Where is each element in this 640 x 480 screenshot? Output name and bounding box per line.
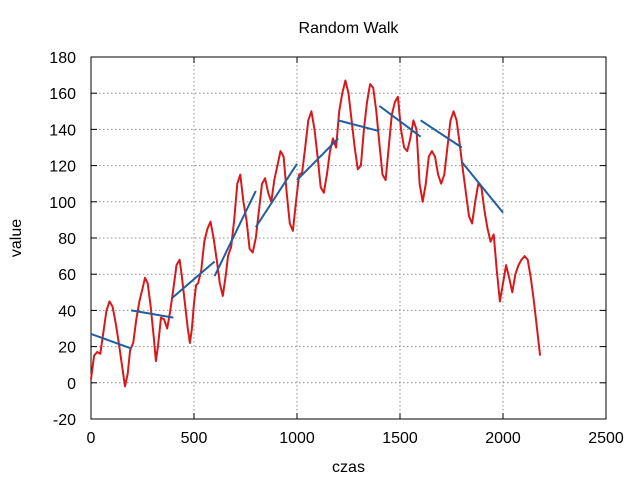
y-tick-label: 160: [49, 86, 76, 103]
ticks: 0 500 1000 1500 2000 2500 -20 0 20 40 60 80 100 120 14…: [49, 50, 624, 447]
y-tick-label: 60: [58, 267, 76, 284]
x-tick-label: 500: [181, 430, 208, 447]
trend-segment: [461, 161, 504, 214]
trend-segment: [420, 119, 463, 149]
x-tick-label: 2500: [588, 430, 624, 447]
x-tick-label: 0: [87, 430, 96, 447]
trend-segment: [378, 105, 422, 138]
y-tick-label: 40: [58, 303, 76, 320]
x-axis-title: czas: [332, 459, 365, 476]
y-axis-title: value: [8, 219, 25, 257]
trend-segment: [296, 137, 339, 181]
trend-segment: [90, 332, 132, 350]
random-walk-line: [90, 79, 542, 388]
grid: [91, 57, 606, 419]
trend-segment: [213, 190, 257, 277]
y-tick-label: -20: [53, 412, 76, 429]
x-tick-label: 1500: [382, 430, 418, 447]
y-tick-label: 140: [49, 122, 76, 139]
y-tick-label: 180: [49, 50, 76, 67]
y-tick-label: 100: [49, 195, 76, 212]
trend-segment: [337, 119, 380, 133]
x-tick-label: 1000: [279, 430, 315, 447]
y-tick-label: 80: [58, 231, 76, 248]
trend-segment: [171, 260, 216, 299]
y-tick-label: 20: [58, 340, 76, 357]
x-tick-label: 2000: [485, 430, 521, 447]
trend-segment: [254, 163, 298, 228]
trend-segment: [131, 309, 174, 319]
y-tick-label: 0: [67, 376, 76, 393]
chart-title: Random Walk: [299, 20, 400, 37]
y-tick-label: 120: [49, 159, 76, 176]
series: [90, 79, 542, 388]
